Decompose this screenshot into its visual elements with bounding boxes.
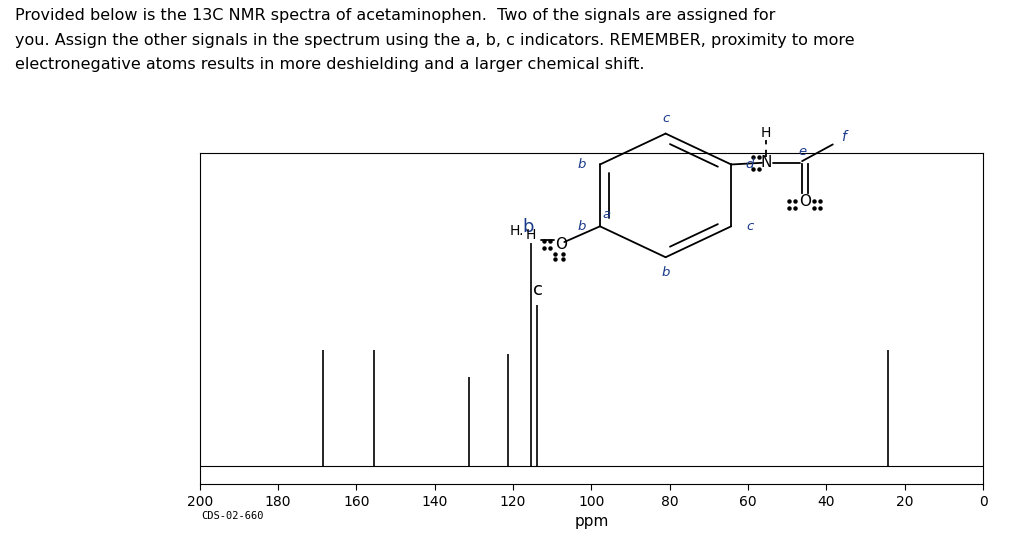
Text: b: b	[523, 218, 535, 236]
Text: d: d	[745, 158, 754, 171]
Text: a: a	[602, 208, 610, 221]
Text: b: b	[662, 266, 670, 279]
Text: b: b	[578, 158, 586, 171]
Text: O: O	[555, 237, 567, 252]
Text: H: H	[761, 126, 771, 141]
Text: electronegative atoms results in more deshielding and a larger chemical shift.: electronegative atoms results in more de…	[15, 57, 645, 72]
Text: ppm: ppm	[574, 514, 609, 529]
Text: N: N	[761, 155, 772, 170]
Text: O: O	[799, 194, 811, 209]
Text: H: H	[525, 228, 536, 242]
Text: b: b	[578, 220, 586, 233]
Text: you. Assign the other signals in the spectrum using the a, b, c indicators. REME: you. Assign the other signals in the spe…	[15, 33, 855, 48]
Text: c: c	[746, 220, 754, 233]
Text: e: e	[798, 144, 806, 158]
Text: H.: H.	[510, 224, 524, 238]
Text: c: c	[534, 281, 543, 299]
Text: f: f	[841, 130, 846, 144]
Text: Provided below is the 13C NMR spectra of acetaminophen.  Two of the signals are : Provided below is the 13C NMR spectra of…	[15, 8, 776, 23]
Text: c: c	[662, 112, 670, 125]
Text: CDS-02-660: CDS-02-660	[202, 511, 264, 521]
